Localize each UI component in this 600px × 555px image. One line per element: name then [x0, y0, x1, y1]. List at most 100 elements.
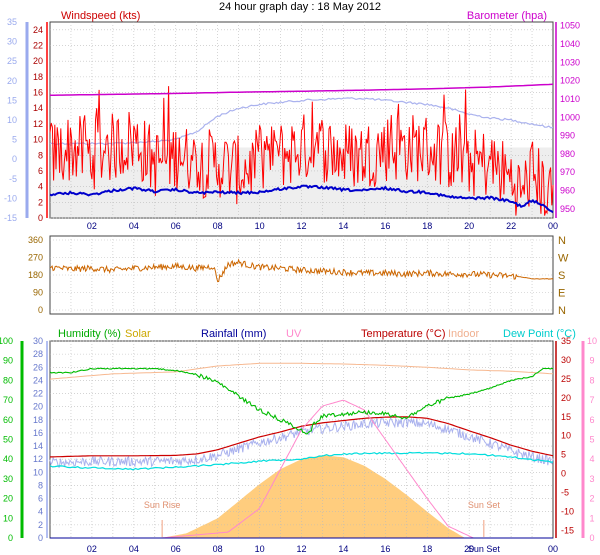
windspeed-tick-label: 20: [33, 56, 43, 66]
x-tick-label: 14: [338, 544, 348, 554]
temperature-tick-label: 15: [561, 412, 571, 422]
windspeed-tick-label: 24: [33, 25, 43, 35]
temperature-tick-label: 20: [561, 393, 571, 403]
sun-set-label: Sun Set: [468, 500, 501, 510]
uv-tick-label: 7: [589, 395, 594, 405]
inner-axis-tick-label: 12: [33, 454, 43, 464]
barometer-tick-label: 960: [560, 186, 575, 196]
compass-label: N: [558, 235, 566, 247]
panel3-series: [49, 362, 554, 539]
compass-label: W: [558, 253, 569, 265]
barometer-tick-label: 1010: [560, 94, 580, 104]
x-tick-label: 16: [380, 221, 390, 231]
inner-axis-tick-label: 8: [38, 480, 43, 490]
inner-axis-tick-label: 30: [33, 336, 43, 346]
uv-tick-label: 8: [589, 375, 594, 385]
x-tick-label: 06: [171, 544, 181, 554]
wind-direction-line: [49, 258, 554, 283]
humidity-tick-label: 50: [3, 435, 13, 445]
x-tick-label: 06: [171, 221, 181, 231]
legend-indoor: Indoor: [448, 328, 480, 340]
outer-axis-tick-label: 10: [7, 115, 17, 125]
barometer-tick-label: 1020: [560, 76, 580, 86]
inner-axis-tick-label: 18: [33, 415, 43, 425]
x-tick-label: 02: [87, 544, 97, 554]
sun-markers: Sun Rise Sun Set: [144, 500, 500, 537]
wind-direction-axis: 360 270 180 90 0: [28, 235, 43, 315]
windspeed-tick-label: 6: [38, 166, 43, 176]
apparent-temperature-line: [49, 416, 554, 468]
x-tick-label: 08: [213, 544, 223, 554]
x-tick-label: 18: [422, 544, 432, 554]
temperature-tick-label: 10: [561, 431, 571, 441]
uv-tick-label: 6: [589, 415, 594, 425]
outer-axis-tick-label: 30: [7, 37, 17, 47]
compass-label: N: [558, 305, 566, 317]
inner-axis-tick-label: 22: [33, 389, 43, 399]
solar-area: [161, 455, 465, 538]
barometer-line: [49, 83, 554, 97]
temperature-tick-label: 35: [561, 336, 571, 346]
x-tick-label: 04: [129, 544, 139, 554]
outer-axis-tick-label: 20: [7, 76, 17, 86]
uv-tick-label: 10: [587, 336, 597, 346]
x-tick-label: 10: [255, 221, 265, 231]
humidity-tick-label: 100: [0, 336, 13, 346]
barometer-tick-label: 950: [560, 204, 575, 214]
legend-barometer: Barometer (hpa): [467, 10, 547, 22]
panel2-series: [49, 258, 554, 283]
uv-tick-label: 5: [589, 435, 594, 445]
legend-rainfall: Rainfall (mm): [201, 328, 266, 340]
compass-label: S: [558, 270, 565, 282]
outer-axis-tick-label: 25: [7, 56, 17, 66]
inner-axis-tick-label: 0: [38, 533, 43, 543]
x-tick-label: 10: [255, 544, 265, 554]
wind-direction-tick-label: 360: [28, 235, 43, 245]
legend-solar: Solar: [125, 328, 151, 340]
windspeed-tick-label: 8: [38, 150, 43, 160]
humidity-tick-label: 40: [3, 454, 13, 464]
windspeed-tick-label: 22: [33, 41, 43, 51]
inner-axis-tick-label: 14: [33, 441, 43, 451]
x-tick-label: 02: [87, 221, 97, 231]
barometer-tick-label: 1000: [560, 112, 580, 122]
outer-axis-tick-label: -10: [4, 193, 17, 203]
temperature-tick-label: -5: [561, 488, 569, 498]
sun-rise-label: Sun Rise: [144, 500, 181, 510]
windspeed-tick-label: 2: [38, 197, 43, 207]
barometer-tick-label: 1030: [560, 57, 580, 67]
windspeed-tick-label: 4: [38, 182, 43, 192]
panel1-left-outer-axis: 35 30 25 20 15 10 5 0 -5 -10 -15: [4, 17, 29, 223]
legend-uv: UV: [286, 328, 302, 340]
outer-axis-tick-label: 35: [7, 17, 17, 27]
inner-axis-tick-label: 6: [38, 494, 43, 504]
barometer-tick-label: 1040: [560, 39, 580, 49]
uv-tick-label: 4: [589, 454, 594, 464]
x-tick-label: 20: [464, 221, 474, 231]
windspeed-tick-label: 0: [38, 213, 43, 223]
temperature-tick-label: 5: [561, 450, 566, 460]
humidity-tick-label: 20: [3, 494, 13, 504]
chart-title: 24 hour graph day : 18 May 2012: [219, 1, 381, 13]
outer-axis-tick-label: 15: [7, 95, 17, 105]
legend-temperature: Temperature (°C): [361, 328, 445, 340]
x-tick-label: 22: [506, 221, 516, 231]
inner-axis-tick-label: 20: [33, 402, 43, 412]
windspeed-tick-label: 14: [33, 103, 43, 113]
temperature-line: [50, 416, 554, 458]
uv-tick-label: 1: [589, 513, 594, 523]
humidity-tick-label: 10: [3, 513, 13, 523]
windspeed-tick-label: 12: [33, 119, 43, 129]
humidity-tick-label: 70: [3, 395, 13, 405]
x-tick-label: 08: [213, 221, 223, 231]
humidity-tick-label: 30: [3, 474, 13, 484]
windspeed-tick-label: 16: [33, 88, 43, 98]
